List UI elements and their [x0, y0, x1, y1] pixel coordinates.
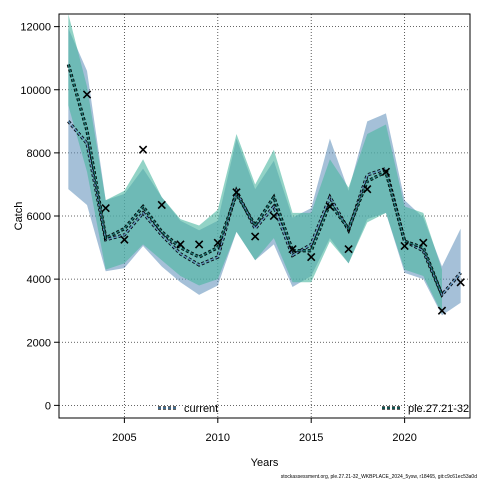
x-marker-stroke [381, 167, 391, 176]
observation-point [232, 188, 241, 197]
x-marker-stroke [138, 145, 148, 154]
observation-point [213, 238, 222, 247]
observation-point [419, 238, 428, 247]
observation-point [176, 240, 185, 249]
x-marker-stroke [325, 202, 335, 211]
observation-point [157, 200, 166, 210]
y-axis-title: Catch [13, 202, 25, 231]
x-tick-label: 2020 [392, 432, 416, 444]
caption-text: stockassessment.org, ple.27.21-32_WKBPLA… [281, 474, 477, 480]
observation-point [344, 244, 353, 254]
x-axis-title: Years [251, 457, 279, 469]
series-line-2 [67, 64, 443, 296]
x-marker-stroke [213, 238, 222, 247]
observation-point [325, 202, 335, 211]
observation-point [269, 211, 279, 221]
legend-label: current [184, 403, 218, 415]
observation-markers [82, 90, 465, 315]
observation-point [437, 306, 447, 315]
x-marker-stroke [157, 200, 166, 210]
series-lines [66, 64, 462, 298]
x-marker-stroke [269, 211, 279, 221]
observation-point [120, 235, 129, 244]
confidence-band-2 [68, 14, 442, 314]
x-marker-stroke [232, 188, 241, 197]
observation-point [400, 241, 409, 251]
observation-point [250, 232, 260, 241]
x-marker-stroke [363, 185, 372, 194]
legend-item-1: current [158, 403, 218, 415]
y-tick-label: 2000 [27, 337, 51, 349]
observation-point [288, 244, 297, 254]
x-marker-stroke [82, 90, 92, 99]
y-tick-label: 10000 [20, 85, 51, 97]
y-tick-label: 4000 [27, 274, 51, 286]
x-marker-stroke [419, 238, 428, 247]
x-marker-stroke [194, 240, 204, 249]
x-marker-stroke [101, 203, 110, 213]
y-tick-label: 6000 [27, 211, 51, 223]
x-tick-label: 2005 [112, 432, 136, 444]
confidence-bands [68, 14, 461, 316]
x-marker-stroke [437, 306, 447, 315]
y-tick-label: 8000 [27, 148, 51, 160]
x-marker-stroke [250, 232, 260, 241]
x-marker-stroke [288, 244, 297, 254]
legend: current ple.27.21-32 [158, 403, 469, 415]
y-axis: 0 2000 4000 6000 8000 10000 12000 [20, 22, 59, 412]
observation-point [456, 278, 465, 287]
observation-point [194, 240, 204, 249]
legend-item-2: ple.27.21-32 [382, 403, 469, 415]
observation-point [101, 203, 110, 213]
observation-point [138, 145, 148, 154]
legend-label: ple.27.21-32 [408, 403, 469, 415]
y-tick-label: 12000 [20, 22, 51, 34]
observation-point [82, 90, 92, 99]
x-tick-label: 2015 [299, 432, 323, 444]
x-marker-stroke [456, 278, 465, 287]
x-marker-stroke [120, 235, 129, 244]
y-tick-label: 0 [45, 400, 51, 412]
x-marker-stroke [344, 244, 353, 254]
observation-point [307, 252, 316, 262]
x-marker-stroke [307, 252, 316, 262]
x-marker-stroke [400, 241, 409, 251]
observation-point [381, 167, 391, 176]
x-axis: 2005 2010 2015 2020 [112, 418, 417, 444]
x-marker-stroke [176, 240, 185, 249]
x-tick-label: 2010 [206, 432, 230, 444]
observation-point [363, 185, 372, 194]
